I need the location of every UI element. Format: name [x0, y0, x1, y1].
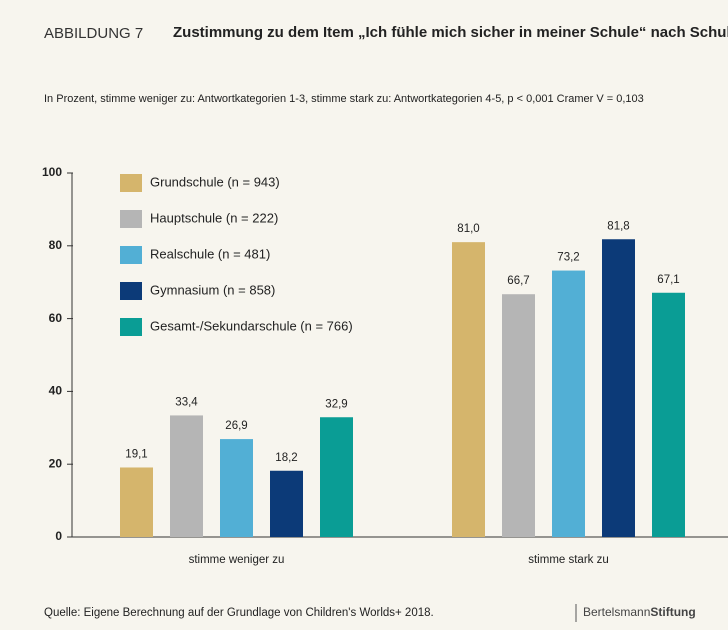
subtitle-box: In Prozent, stimme weniger zu: Antwortka…: [44, 93, 644, 105]
legend-swatch: [120, 282, 142, 300]
value-label: 18,2: [275, 452, 297, 464]
bar: [652, 292, 685, 537]
chart-title: Zustimmung zu dem Item „Ich fühle mich s…: [173, 24, 728, 41]
logo: BertelsmannStiftung: [583, 605, 696, 619]
value-label: 19,1: [125, 449, 147, 461]
bar: [502, 294, 535, 537]
legend-label: Grundschule (n = 943): [150, 174, 280, 189]
bar: [552, 270, 585, 537]
y-tick-label: 100: [42, 165, 62, 179]
legend-label: Realschule (n = 481): [150, 246, 270, 261]
x-tick-label: stimme weniger zu: [189, 554, 285, 566]
y-tick-label: 20: [49, 456, 63, 470]
legend-swatch: [120, 174, 142, 192]
x-tick-label: stimme stark zu: [528, 554, 609, 566]
legend-label: Gymnasium (n = 858): [150, 282, 275, 297]
value-label: 66,7: [507, 275, 529, 287]
logo-part: Stiftung: [650, 605, 695, 619]
bar: [452, 242, 485, 537]
bar: [120, 467, 153, 537]
y-tick-label: 40: [49, 384, 63, 398]
value-label: 33,4: [175, 396, 198, 408]
legend-label: Hauptschule (n = 222): [150, 210, 278, 225]
value-label: 81,8: [607, 220, 629, 232]
y-tick-label: 0: [55, 529, 62, 543]
y-tick-label: 80: [49, 238, 63, 252]
bar: [220, 439, 253, 537]
legend-label: Gesamt-/Sekundarschule (n = 766): [150, 318, 353, 333]
value-label: 67,1: [657, 274, 679, 286]
source: Quelle: Eigene Berechnung auf der Grundl…: [44, 607, 434, 619]
bar: [270, 470, 303, 537]
legend-swatch: [120, 318, 142, 336]
value-label: 32,9: [325, 398, 347, 410]
legend-swatch: [120, 246, 142, 264]
title-box: Zustimmung zu dem Item „Ich fühle mich s…: [173, 24, 728, 41]
bar: [170, 415, 203, 537]
bar: [602, 239, 635, 538]
subtitle: In Prozent, stimme weniger zu: Antwortka…: [44, 93, 644, 105]
legend-swatch: [120, 210, 142, 228]
value-label: 81,0: [457, 223, 479, 235]
value-label: 73,2: [557, 252, 579, 264]
bar: [320, 417, 353, 537]
logo-part: Bertelsmann: [583, 605, 650, 619]
figure-label: ABBILDUNG 7: [44, 25, 143, 42]
value-label: 26,9: [225, 420, 247, 432]
y-tick-label: 60: [49, 311, 63, 325]
